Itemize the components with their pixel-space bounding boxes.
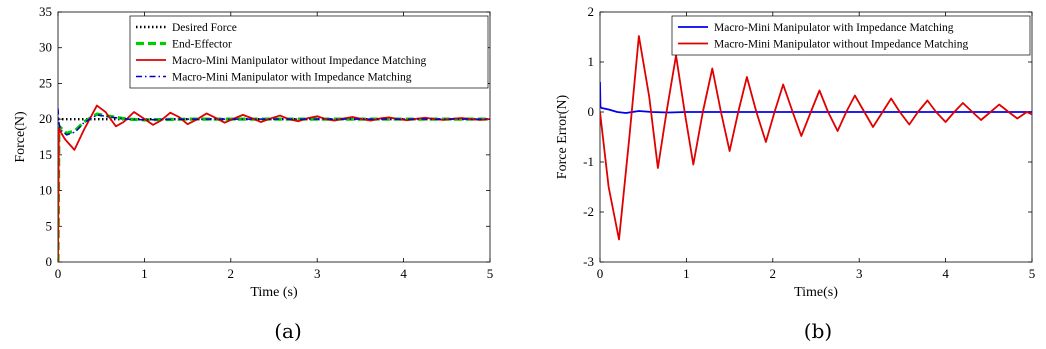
x-tick-label: 5	[487, 266, 494, 281]
x-tick-label: 4	[400, 266, 407, 281]
x-axis-label: Time(s)	[794, 285, 838, 300]
x-tick-label: 2	[770, 266, 777, 281]
chart-panel-a: 0 1 2 3 4 5 0 5 10 15 20 25 30 35 Time (s) Force(N) Desi…	[13, 4, 493, 300]
legend-box	[129, 15, 489, 89]
legend-entry-1: Macro-Mini Manipulator without Impedance…	[714, 39, 968, 51]
legend-entry-0: Macro-Mini Manipulator with Impedance Ma…	[714, 22, 954, 34]
chart-panel-b: 0 1 2 3 4 5 -3 -2 -1 0 1 2 Time(s) Force Error(N) Macr…	[555, 4, 1035, 300]
y-tick-label: 1	[588, 54, 595, 69]
legend-entry-0: Desired Force	[172, 22, 237, 34]
y-tick-label: 5	[46, 218, 53, 233]
x-tick-label: 3	[856, 266, 863, 281]
x-tick-label: 3	[314, 266, 321, 281]
y-tick-label: 25	[39, 75, 52, 90]
x-tick-label: 2	[228, 266, 235, 281]
x-tick-label: 1	[683, 266, 690, 281]
series-line-2	[58, 104, 490, 262]
x-axis-label: Time (s)	[250, 285, 298, 300]
plot-area-frame	[599, 11, 1033, 263]
x-tick-label: 4	[942, 266, 949, 281]
y-tick-label: 35	[39, 4, 52, 19]
y-tick-label: -1	[583, 154, 594, 169]
legend-box	[671, 15, 1031, 56]
y-axis-label: Force Error(N)	[555, 94, 570, 179]
x-tick-label: 0	[597, 266, 604, 281]
series-line-3	[58, 108, 490, 136]
x-tick-label: 5	[1029, 266, 1036, 281]
y-tick-label: 30	[39, 40, 52, 55]
legend-entry-1: End-Effector	[172, 39, 232, 51]
y-tick-label: -3	[583, 254, 594, 269]
legend-entry-3: Macro-Mini Manipulator with Impedance Ma…	[172, 72, 412, 84]
series-line-1	[58, 112, 490, 262]
x-tick-label: 0	[55, 266, 62, 281]
x-tick-label: 1	[141, 266, 148, 281]
series-line-0	[600, 81, 1032, 114]
y-tick-label: 15	[39, 147, 52, 162]
y-tick-label: 2	[588, 4, 595, 19]
legend-entry-2: Macro-Mini Manipulator without Impedance…	[172, 55, 426, 67]
y-tick-label: 10	[39, 183, 52, 198]
y-tick-label: -2	[583, 204, 594, 219]
caption-b: (b)	[804, 319, 832, 343]
caption-a: (a)	[274, 319, 302, 343]
series-line-1	[600, 35, 1032, 241]
y-tick-label: 0	[588, 104, 595, 119]
y-tick-label: 0	[46, 254, 53, 269]
y-tick-label: 20	[39, 111, 52, 126]
y-axis-label: Force(N)	[13, 111, 28, 163]
